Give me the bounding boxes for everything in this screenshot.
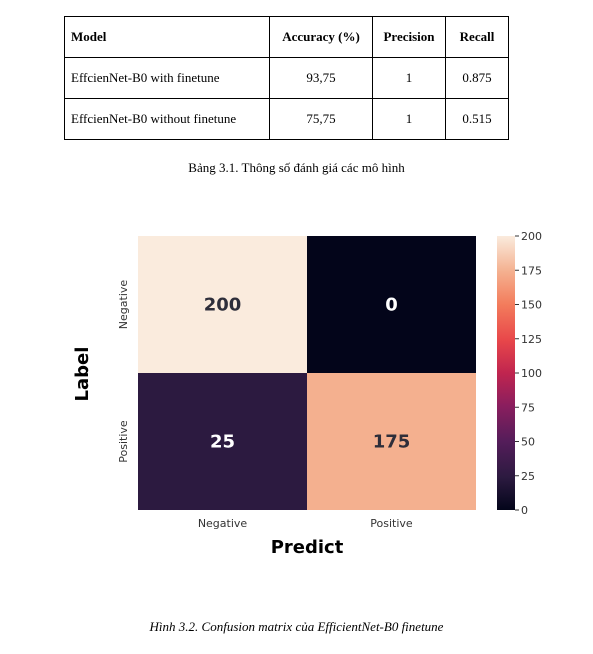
x-axis-title: Predict [271,537,344,558]
colorbar-tick-label: 25 [521,470,535,483]
heatmap-cell [138,236,307,373]
x-tick-label: Positive [370,517,413,530]
cell-precision: 1 [372,98,446,140]
header-model: Model [64,16,270,58]
header-recall: Recall [445,16,509,58]
confusion-matrix-chart: 200 0 25 175 Negative Positive Negative Positiv… [72,230,542,558]
evaluation-table: Model Accuracy (%) Precision Recall Effc… [64,16,509,140]
cell-value-label: 25 [210,432,235,453]
table-caption: Bảng 3.1. Thông số đánh giá các mô hình [188,160,405,175]
cell-recall: 0.875 [445,57,509,99]
cell-value-label: 200 [204,295,242,316]
y-axis-title: Label [72,347,93,402]
colorbar-tick-label: 125 [521,333,542,346]
heatmap-cell [307,373,476,510]
colorbar-tick-label: 50 [521,436,535,449]
table-row: EffcienNet-B0 without finetune 75,75 1 0… [64,98,509,140]
colorbar-tick-label: 100 [521,367,542,380]
y-tick-label: Positive [117,420,130,463]
colorbar-tick-label: 0 [521,504,528,517]
header-accuracy: Accuracy (%) [269,16,373,58]
cell-value-label: 175 [373,432,411,453]
colorbar [497,236,515,510]
y-tick-label: Negative [117,280,130,330]
colorbar-tick-label: 200 [521,230,542,243]
colorbar-tick-label: 175 [521,264,542,277]
cell-precision: 1 [372,57,446,99]
colorbar-tick-label: 75 [521,401,535,414]
figure-caption: Hình 3.2. Confusion matrix của Efficient… [149,619,444,634]
heatmap-cell [138,373,307,510]
x-tick-label: Negative [198,517,248,530]
table-header-row: Model Accuracy (%) Precision Recall [64,16,509,58]
cell-recall: 0.515 [445,98,509,140]
heatmap-labels: 200 0 25 175 Negative Positive Negative Positiv… [117,280,413,530]
cell-accuracy: 75,75 [269,98,373,140]
table-row: EffcienNet-B0 with finetune 93,75 1 0.87… [64,57,509,99]
colorbar-tick-label: 150 [521,299,542,312]
cell-model: EffcienNet-B0 without finetune [64,98,270,140]
heatmap-cells [138,236,476,510]
colorbar-ticks: 0 25 50 75 100 125 150 175 200 [515,230,542,517]
cell-value-label: 0 [385,295,398,316]
heatmap-cell [307,236,476,373]
